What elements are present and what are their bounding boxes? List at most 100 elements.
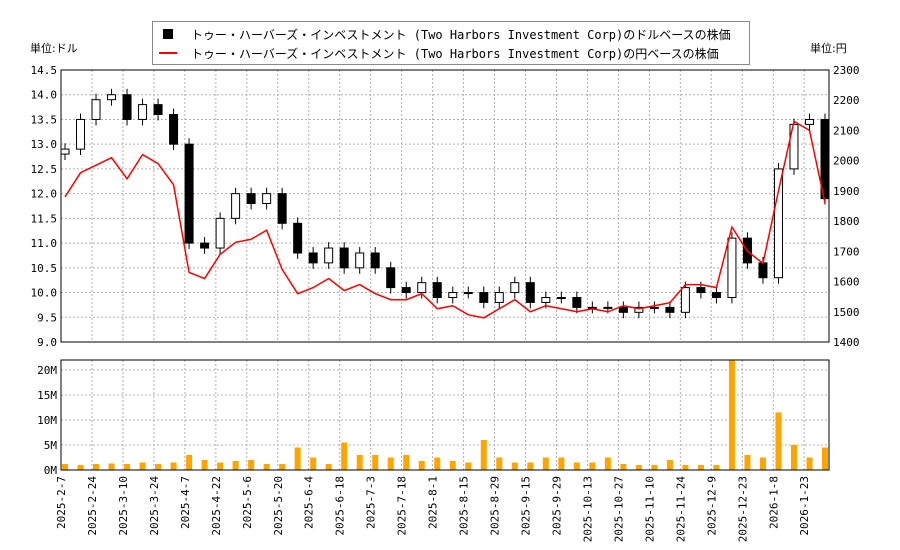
volume-bar — [682, 465, 689, 470]
volume-bar — [387, 457, 394, 470]
x-tick-label: 2025-9-29 — [550, 476, 563, 536]
volume-bar — [372, 455, 379, 470]
x-tick-label: 2026-1-8 — [767, 476, 780, 529]
volume-bar — [511, 462, 518, 470]
candle — [510, 282, 520, 294]
y-right-tick-label: 2000 — [833, 155, 860, 168]
volume-tick-label: 0M — [44, 464, 58, 477]
candle — [231, 193, 241, 219]
right-unit-label: 単位:円 — [810, 42, 847, 55]
volume-bar — [775, 412, 782, 470]
volume-bar — [263, 464, 270, 470]
candle — [556, 296, 566, 299]
volume-bar — [279, 464, 286, 470]
x-tick-label: 2025-10-27 — [612, 476, 625, 542]
y-left-tick-label: 13.0 — [31, 138, 58, 151]
candle — [60, 148, 70, 155]
x-tick-label: 2025-7-18 — [396, 476, 409, 536]
candle — [293, 222, 303, 254]
candle — [603, 306, 613, 309]
x-tick-label: 2025-8-1 — [427, 476, 440, 529]
candle — [91, 99, 101, 120]
y-left-tick-label: 9.5 — [37, 311, 57, 324]
candle — [618, 306, 628, 313]
y-right-tick-label: 1800 — [833, 215, 860, 228]
volume-bar — [310, 457, 317, 470]
volume-bar — [573, 462, 580, 470]
volume-bar — [170, 462, 177, 470]
y-right-tick-label: 2300 — [833, 64, 860, 77]
volume-bar — [62, 464, 68, 470]
volume-bar — [496, 457, 503, 470]
volume-bar — [356, 455, 363, 470]
candle — [122, 94, 132, 120]
x-tick-label: 2025-2-24 — [86, 476, 99, 536]
candle — [215, 217, 225, 249]
candle — [727, 237, 737, 298]
candle — [634, 306, 644, 313]
volume-tick-label: 15M — [37, 389, 57, 402]
x-tick-label: 2025-5-6 — [241, 476, 254, 529]
volume-bar — [713, 465, 720, 470]
volume-bar — [806, 457, 813, 470]
candle — [277, 193, 287, 224]
y-left-tick-label: 12.0 — [31, 188, 58, 201]
x-tick-label: 2025-11-24 — [674, 476, 687, 543]
volume-bar — [201, 460, 208, 470]
candle — [107, 94, 117, 101]
y-right-tick-label: 1600 — [833, 276, 860, 289]
x-tick-label: 2025-9-15 — [520, 476, 533, 536]
legend-swatch-jpy — [159, 52, 177, 54]
candle — [758, 262, 768, 279]
volume-tick-label: 5M — [44, 439, 58, 452]
volume-bar — [232, 461, 239, 470]
y-left-tick-label: 13.5 — [31, 113, 58, 126]
x-tick-label: 2025-3-10 — [117, 476, 130, 536]
y-right-tick-label: 1400 — [833, 336, 860, 349]
candle — [262, 193, 272, 205]
candle — [773, 168, 783, 279]
x-tick-label: 2025-8-29 — [489, 476, 502, 536]
volume-bar — [744, 455, 751, 470]
y-right-tick-label: 1700 — [833, 245, 860, 258]
volume-bar — [93, 464, 100, 470]
volume-bar — [697, 465, 704, 470]
volume-bar — [418, 461, 425, 470]
candle — [308, 252, 318, 264]
candle — [370, 252, 380, 269]
volume-tick-label: 20M — [37, 364, 57, 377]
volume-bar — [480, 440, 487, 470]
volume-bar — [558, 457, 565, 470]
volume-bar — [635, 465, 642, 470]
x-tick-label: 2025-4-22 — [210, 476, 223, 536]
y-left-tick-label: 14.5 — [31, 64, 58, 77]
candle — [355, 252, 365, 269]
candle — [76, 118, 86, 150]
volume-bar — [108, 463, 115, 470]
y-right-tick-label: 1500 — [833, 306, 860, 319]
x-tick-label: 2025-12-9 — [705, 476, 718, 536]
volume-bar — [666, 460, 673, 470]
x-tick-label: 2025-7-3 — [365, 476, 378, 529]
x-tick-label: 2025-6-4 — [303, 476, 316, 529]
volume-bar — [790, 445, 797, 470]
x-tick-label: 2025-3-24 — [148, 476, 161, 536]
candle — [680, 287, 690, 313]
volume-bar — [465, 462, 472, 470]
volume-bar — [186, 455, 193, 470]
volume-bar — [542, 457, 549, 470]
volume-bar — [589, 462, 596, 470]
legend-item-jpy: トゥー・ハーバーズ・インベストメント (Two Harbors Investme… — [159, 44, 719, 62]
candle — [448, 292, 458, 298]
y-right-tick-label: 2200 — [833, 94, 860, 107]
volume-plot-frame — [60, 359, 830, 471]
volume-bar — [124, 464, 131, 470]
x-tick-label: 2025-5-20 — [272, 476, 285, 536]
candle — [184, 143, 194, 244]
y-left-tick-label: 10.5 — [31, 262, 58, 275]
y-left-tick-label: 11.5 — [31, 212, 58, 225]
candle — [246, 193, 256, 205]
candle — [525, 282, 535, 303]
x-tick-label: 2025-10-13 — [581, 476, 594, 542]
